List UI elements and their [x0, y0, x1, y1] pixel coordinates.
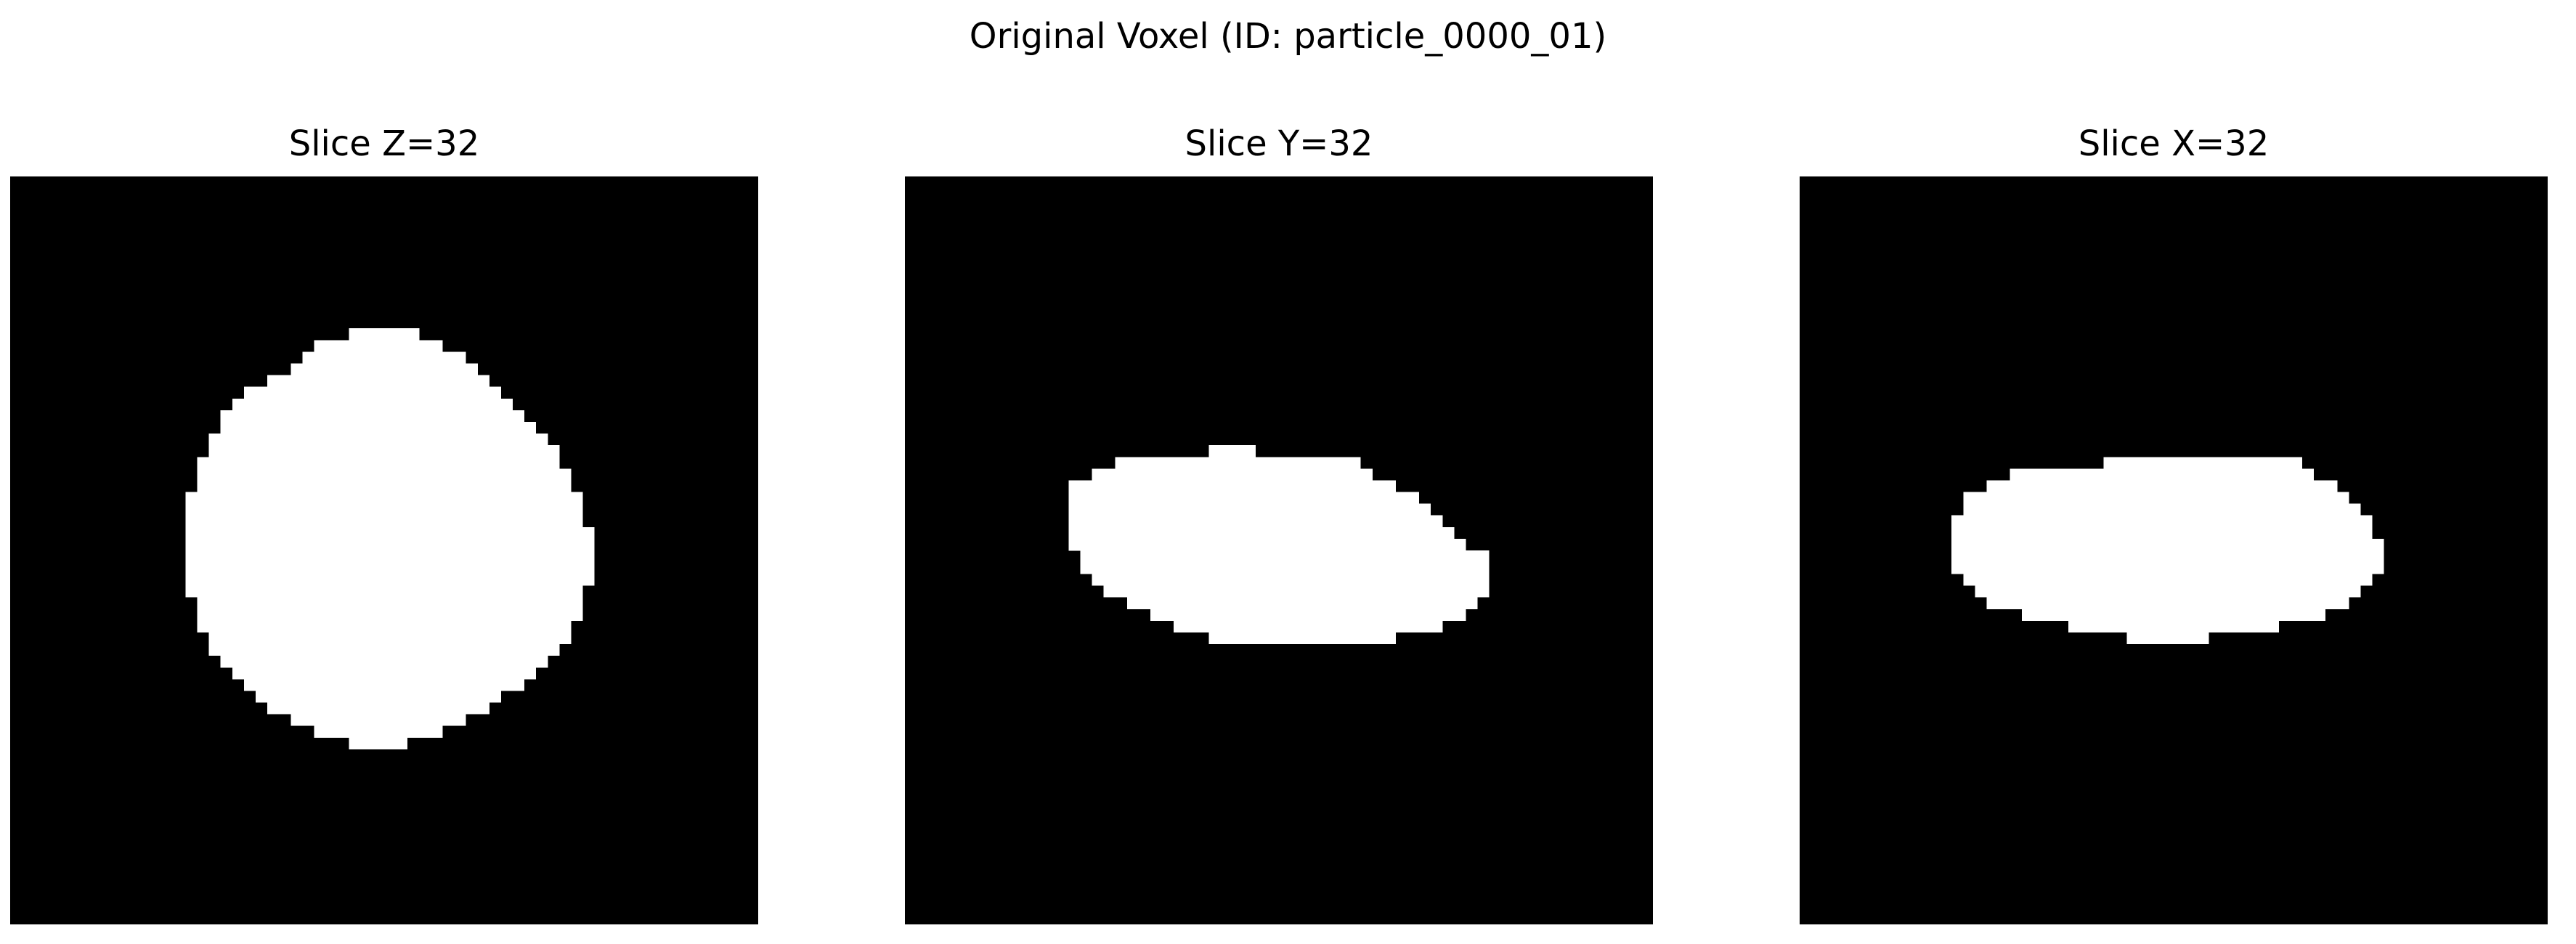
voxel-row: [2126, 632, 2209, 645]
voxel-row: [1103, 585, 1490, 598]
voxel-row: [220, 655, 548, 668]
voxel-row: [1092, 574, 1490, 586]
voxel-row: [1150, 609, 1466, 621]
figure-title: Original Voxel (ID: particle_0000_01): [969, 16, 1607, 57]
voxel-row: [1068, 503, 1431, 516]
voxel-row: [197, 480, 572, 492]
voxel-row: [220, 410, 525, 423]
voxel-row: [220, 421, 537, 434]
voxel-row: [1068, 492, 1420, 504]
voxel-row: [290, 363, 478, 375]
voxel-row: [197, 620, 572, 632]
voxel-row: [185, 492, 583, 504]
voxel-row: [243, 679, 525, 691]
voxel-row: [1951, 550, 2384, 563]
voxel-row: [255, 691, 501, 703]
voxel-row: [1080, 562, 1490, 574]
voxel-row: [267, 702, 489, 715]
slice-x-image: [1800, 176, 2548, 924]
voxel-row: [290, 714, 466, 726]
slice-z-title: Slice Z=32: [288, 123, 480, 164]
voxel-row: [1951, 515, 2373, 528]
voxel-row: [197, 609, 583, 621]
voxel-row: [208, 445, 560, 457]
voxel-row: [2068, 620, 2279, 632]
voxel-row: [1068, 526, 1455, 540]
voxel-row: [208, 632, 572, 645]
voxel-row: [1068, 538, 1466, 551]
voxel-row: [1068, 515, 1443, 528]
voxel-row: [349, 328, 420, 341]
voxel-row: [1092, 468, 1373, 481]
voxel-row: [185, 526, 595, 540]
voxel-row: [1963, 492, 2349, 504]
voxel-row: [232, 398, 513, 411]
voxel-row: [185, 538, 595, 551]
voxel-row: [185, 585, 583, 598]
voxel-row: [267, 375, 489, 388]
slice-x-title: Slice X=32: [2078, 123, 2270, 164]
voxel-row: [2103, 457, 2303, 469]
voxel-row: [185, 574, 595, 586]
voxel-row: [1208, 445, 1256, 457]
voxel-row: [1208, 632, 1396, 645]
voxel-row: [197, 457, 560, 469]
voxel-row: [185, 503, 583, 516]
voxel-row: [1975, 585, 2361, 598]
voxel-row: [208, 643, 560, 656]
voxel-row: [1951, 562, 2384, 574]
voxel-row: [232, 667, 537, 680]
voxel-row: [1951, 538, 2384, 551]
voxel-row: [185, 515, 583, 528]
slice-y-image: [905, 176, 1653, 924]
slice-y-title: Slice Y=32: [1185, 123, 1373, 164]
voxel-row: [243, 386, 501, 399]
voxel-row: [1986, 480, 2338, 492]
voxel-row: [1963, 503, 2361, 516]
voxel-row: [1951, 526, 2373, 540]
voxel-row: [1174, 620, 1443, 632]
voxel-row: [185, 550, 595, 563]
voxel-row: [2010, 468, 2315, 481]
voxel-row: [314, 725, 443, 738]
voxel-row: [197, 468, 572, 481]
voxel-row: [1963, 574, 2373, 586]
voxel-row: [1126, 597, 1478, 609]
voxel-row: [1115, 457, 1361, 469]
voxel-row: [197, 597, 583, 609]
voxel-row: [1986, 597, 2349, 609]
voxel-row: [314, 340, 443, 352]
voxel-row: [1080, 550, 1490, 563]
voxel-row: [185, 562, 595, 574]
voxel-row: [349, 737, 408, 749]
slice-z-image: [10, 176, 758, 924]
voxel-row: [2021, 609, 2326, 621]
voxel-row: [208, 434, 548, 446]
voxel-row: [302, 351, 466, 364]
voxel-row: [1068, 480, 1396, 492]
